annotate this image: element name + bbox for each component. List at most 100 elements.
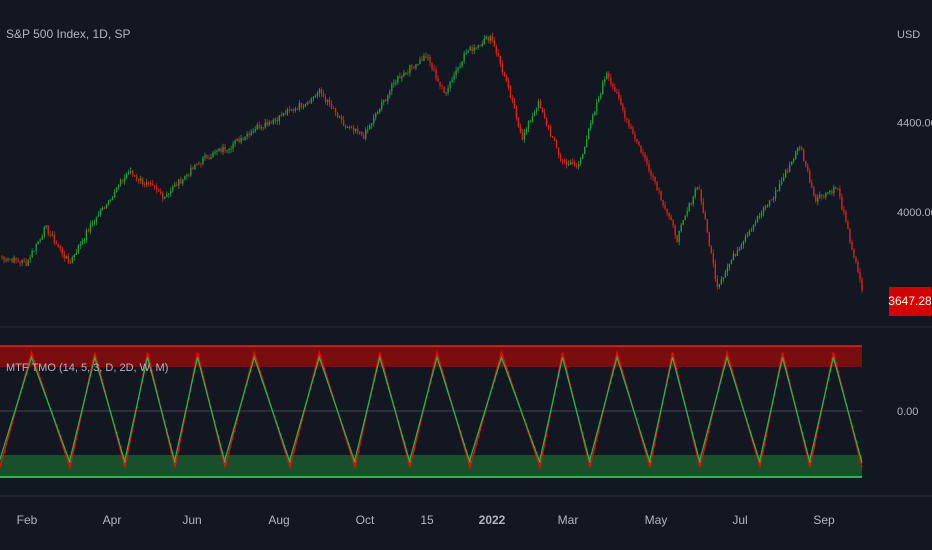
candle-body — [614, 86, 616, 92]
candle-body — [11, 258, 13, 263]
candle-body — [105, 204, 108, 209]
candle-body — [425, 55, 427, 58]
candle-body — [662, 199, 664, 206]
candle-body — [479, 45, 481, 47]
candle-body — [377, 112, 379, 114]
candle-body — [445, 92, 447, 94]
candle-body — [230, 148, 232, 150]
candle-body — [592, 115, 594, 123]
candle-body — [616, 91, 618, 93]
candle-body — [391, 84, 393, 92]
candle-body — [547, 125, 550, 129]
candle-body — [650, 170, 652, 176]
candle-body — [660, 191, 662, 200]
candle-body — [744, 236, 747, 242]
candle-body — [539, 101, 542, 109]
candle-body — [766, 205, 769, 207]
candle-body — [851, 241, 853, 250]
candle-body — [358, 131, 361, 133]
candle-body — [342, 119, 345, 126]
candle-body — [375, 113, 377, 118]
candle-body — [101, 207, 104, 210]
candle-body — [656, 181, 658, 191]
candle-body — [383, 100, 385, 103]
candle-body — [117, 184, 120, 188]
candle-body — [338, 116, 341, 118]
candle-body — [823, 196, 825, 198]
candle-body — [87, 230, 90, 232]
candle-body — [857, 262, 859, 273]
candle-body — [113, 192, 116, 198]
candle-body — [453, 74, 455, 80]
candle-body — [561, 159, 564, 161]
candle-body — [778, 183, 781, 191]
candle-body — [409, 65, 411, 73]
time-label: 15 — [420, 513, 434, 527]
candle-body — [586, 138, 588, 148]
candle-body — [387, 95, 389, 102]
candle-body — [475, 47, 477, 49]
candle-body — [397, 76, 399, 83]
candle-body — [668, 213, 670, 217]
candle-body — [63, 254, 65, 259]
candle-body — [634, 134, 636, 140]
candle-body — [698, 187, 700, 190]
candle-body — [350, 127, 353, 129]
candle-body — [222, 146, 224, 152]
candle-body — [83, 239, 86, 242]
candle-body — [242, 138, 244, 140]
indicator-label: MTF TMO (14, 5, 3, D, 2D, W, M) — [6, 362, 168, 374]
candle-body — [160, 191, 162, 194]
candle-body — [582, 154, 584, 159]
candle-body — [628, 120, 630, 127]
candle-body — [457, 67, 459, 71]
candle-body — [367, 129, 369, 131]
candle-body — [385, 100, 387, 102]
candle-body — [549, 128, 552, 137]
candle-body — [135, 176, 138, 179]
candle-body — [584, 147, 586, 155]
zero-tick-label: 0.00 — [897, 406, 918, 418]
candle-body — [652, 175, 654, 177]
candle-body — [618, 92, 620, 99]
candle-body — [600, 94, 602, 99]
candle-body — [686, 211, 688, 216]
candle-body — [300, 103, 303, 108]
candle-body — [248, 133, 250, 136]
price-tick-4400: 4400.00 — [897, 118, 932, 130]
time-label: May — [645, 513, 668, 527]
candle-body — [507, 81, 510, 88]
candle-body — [690, 203, 692, 205]
candle-body — [334, 108, 337, 113]
candle-body — [147, 182, 150, 184]
candle-body — [232, 143, 234, 149]
chart-title: S&P 500 Index, 1D, SP — [6, 27, 131, 41]
candle-body — [13, 257, 15, 263]
candle-body — [97, 215, 100, 217]
candle-body — [27, 259, 29, 266]
candle-body — [732, 253, 735, 261]
candle-body — [758, 216, 761, 218]
candle-body — [825, 193, 827, 198]
candle-body — [19, 261, 21, 264]
candle-body — [218, 148, 220, 151]
candle-body — [459, 65, 461, 68]
candle-body — [571, 162, 574, 164]
candle-body — [794, 151, 797, 160]
candle-body — [481, 44, 483, 47]
candle-body — [590, 122, 592, 129]
candle-body — [467, 50, 469, 53]
candle-body — [505, 76, 508, 82]
candle-body — [344, 125, 347, 128]
candle-body — [89, 223, 92, 232]
candle-body — [274, 119, 276, 121]
candle-body — [443, 86, 445, 94]
candle-body — [493, 40, 495, 47]
candle-body — [103, 207, 106, 209]
candle-body — [154, 185, 156, 188]
candle-body — [829, 190, 831, 193]
candle-body — [803, 149, 805, 161]
candle-body — [567, 164, 570, 166]
candle-body — [688, 203, 690, 212]
